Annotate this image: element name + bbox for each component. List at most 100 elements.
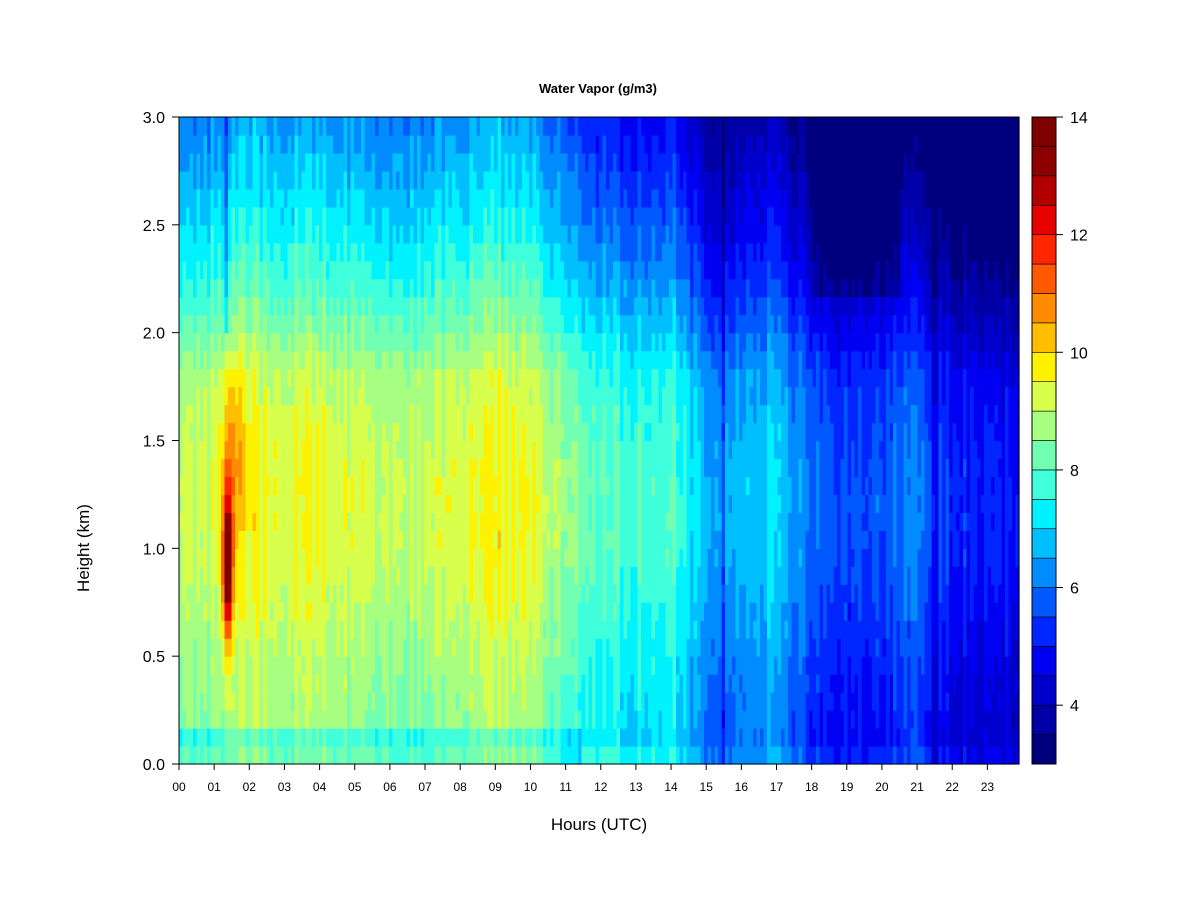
heatmap-cell [532, 422, 537, 442]
heatmap-cell [487, 674, 492, 693]
heatmap-cell [354, 476, 359, 496]
heatmap-cell [620, 350, 625, 370]
heatmap-cell [525, 674, 530, 693]
heatmap-cell [312, 170, 317, 190]
heatmap-cell [501, 422, 506, 442]
heatmap-cell [413, 656, 418, 675]
heatmap-cell [312, 494, 317, 513]
heatmap-cell [592, 674, 597, 693]
heatmap-cell [354, 638, 359, 657]
heatmap-cell [410, 368, 415, 388]
heatmap-cell [571, 458, 576, 478]
heatmap-cell [658, 620, 663, 639]
heatmap-cell [592, 332, 597, 352]
heatmap-cell [434, 134, 439, 154]
heatmap-cell [452, 674, 457, 693]
heatmap-cell [375, 134, 380, 154]
heatmap-cell [217, 602, 222, 621]
heatmap-cell [501, 278, 506, 298]
heatmap-cell [242, 458, 247, 478]
heatmap-cell [238, 674, 243, 693]
heatmap-cell [368, 260, 373, 280]
heatmap-cell [284, 332, 289, 352]
heatmap-cell [396, 494, 401, 513]
heatmap-cell [511, 117, 516, 136]
heatmap-cell [214, 512, 219, 531]
heatmap-cell [483, 530, 488, 549]
heatmap-cell [616, 602, 621, 621]
heatmap-cell [228, 440, 233, 460]
heatmap-cell [599, 566, 604, 585]
heatmap-cell [658, 224, 663, 244]
heatmap-cell [452, 566, 457, 585]
heatmap-cell [224, 638, 229, 657]
heatmap-cell [553, 476, 558, 496]
heatmap-cell [613, 674, 618, 693]
heatmap-cell [375, 296, 380, 316]
heatmap-cell [182, 296, 187, 316]
heatmap-cell [308, 278, 313, 298]
heatmap-cell [511, 188, 516, 208]
heatmap-cell [378, 458, 383, 478]
heatmap-cell [462, 566, 467, 585]
heatmap-cell [494, 350, 499, 370]
heatmap-cell [322, 134, 327, 154]
heatmap-cell [616, 314, 621, 334]
heatmap-cell [578, 530, 583, 549]
heatmap-cell [462, 692, 467, 711]
heatmap-cell [546, 746, 551, 765]
heatmap-cell [203, 512, 208, 531]
heatmap-cell [350, 674, 355, 693]
heatmap-cell [637, 422, 642, 442]
heatmap-cell [557, 746, 562, 765]
heatmap-cell [613, 206, 618, 226]
heatmap-cell [473, 152, 478, 172]
heatmap-cell [364, 584, 369, 603]
heatmap-cell [546, 512, 551, 531]
heatmap-cell [637, 494, 642, 513]
heatmap-cell [508, 134, 513, 154]
heatmap-cell [207, 530, 212, 549]
heatmap-cell [497, 206, 502, 226]
heatmap-cell [648, 494, 653, 513]
heatmap-cell [189, 314, 194, 334]
heatmap-cell [571, 314, 576, 334]
heatmap-cell [420, 134, 425, 154]
heatmap-cell [445, 476, 450, 496]
heatmap-cell [560, 494, 565, 513]
heatmap-cell [284, 710, 289, 729]
heatmap-cell [466, 386, 471, 406]
heatmap-cell [280, 170, 285, 190]
heatmap-cell [546, 404, 551, 424]
heatmap-cell [301, 242, 306, 262]
heatmap-cell [641, 584, 646, 603]
heatmap-cell [627, 368, 632, 388]
heatmap-cell [406, 656, 411, 675]
heatmap-cell [179, 242, 184, 262]
heatmap-cell [305, 224, 310, 244]
heatmap-cell [361, 638, 366, 657]
heatmap-cell [585, 188, 590, 208]
heatmap-cell [459, 584, 464, 603]
heatmap-cell [235, 260, 240, 280]
heatmap-cell [578, 710, 583, 729]
heatmap-cell [378, 692, 383, 711]
heatmap-cell [487, 314, 492, 334]
heatmap-cell [473, 332, 478, 352]
heatmap-cell [252, 350, 257, 370]
heatmap-cell [301, 152, 306, 172]
heatmap-cell [620, 386, 625, 406]
heatmap-cell [217, 476, 222, 496]
heatmap-cell [231, 530, 236, 549]
heatmap-cell [424, 512, 429, 531]
heatmap-cell [567, 476, 572, 496]
heatmap-cell [476, 476, 481, 496]
heatmap-cell [280, 206, 285, 226]
heatmap-cell [389, 152, 394, 172]
heatmap-cell [595, 728, 600, 747]
heatmap-cell [410, 188, 415, 208]
heatmap-cell [214, 242, 219, 262]
heatmap-cell [459, 494, 464, 513]
heatmap-cell [410, 710, 415, 729]
heatmap-cell [291, 728, 296, 747]
